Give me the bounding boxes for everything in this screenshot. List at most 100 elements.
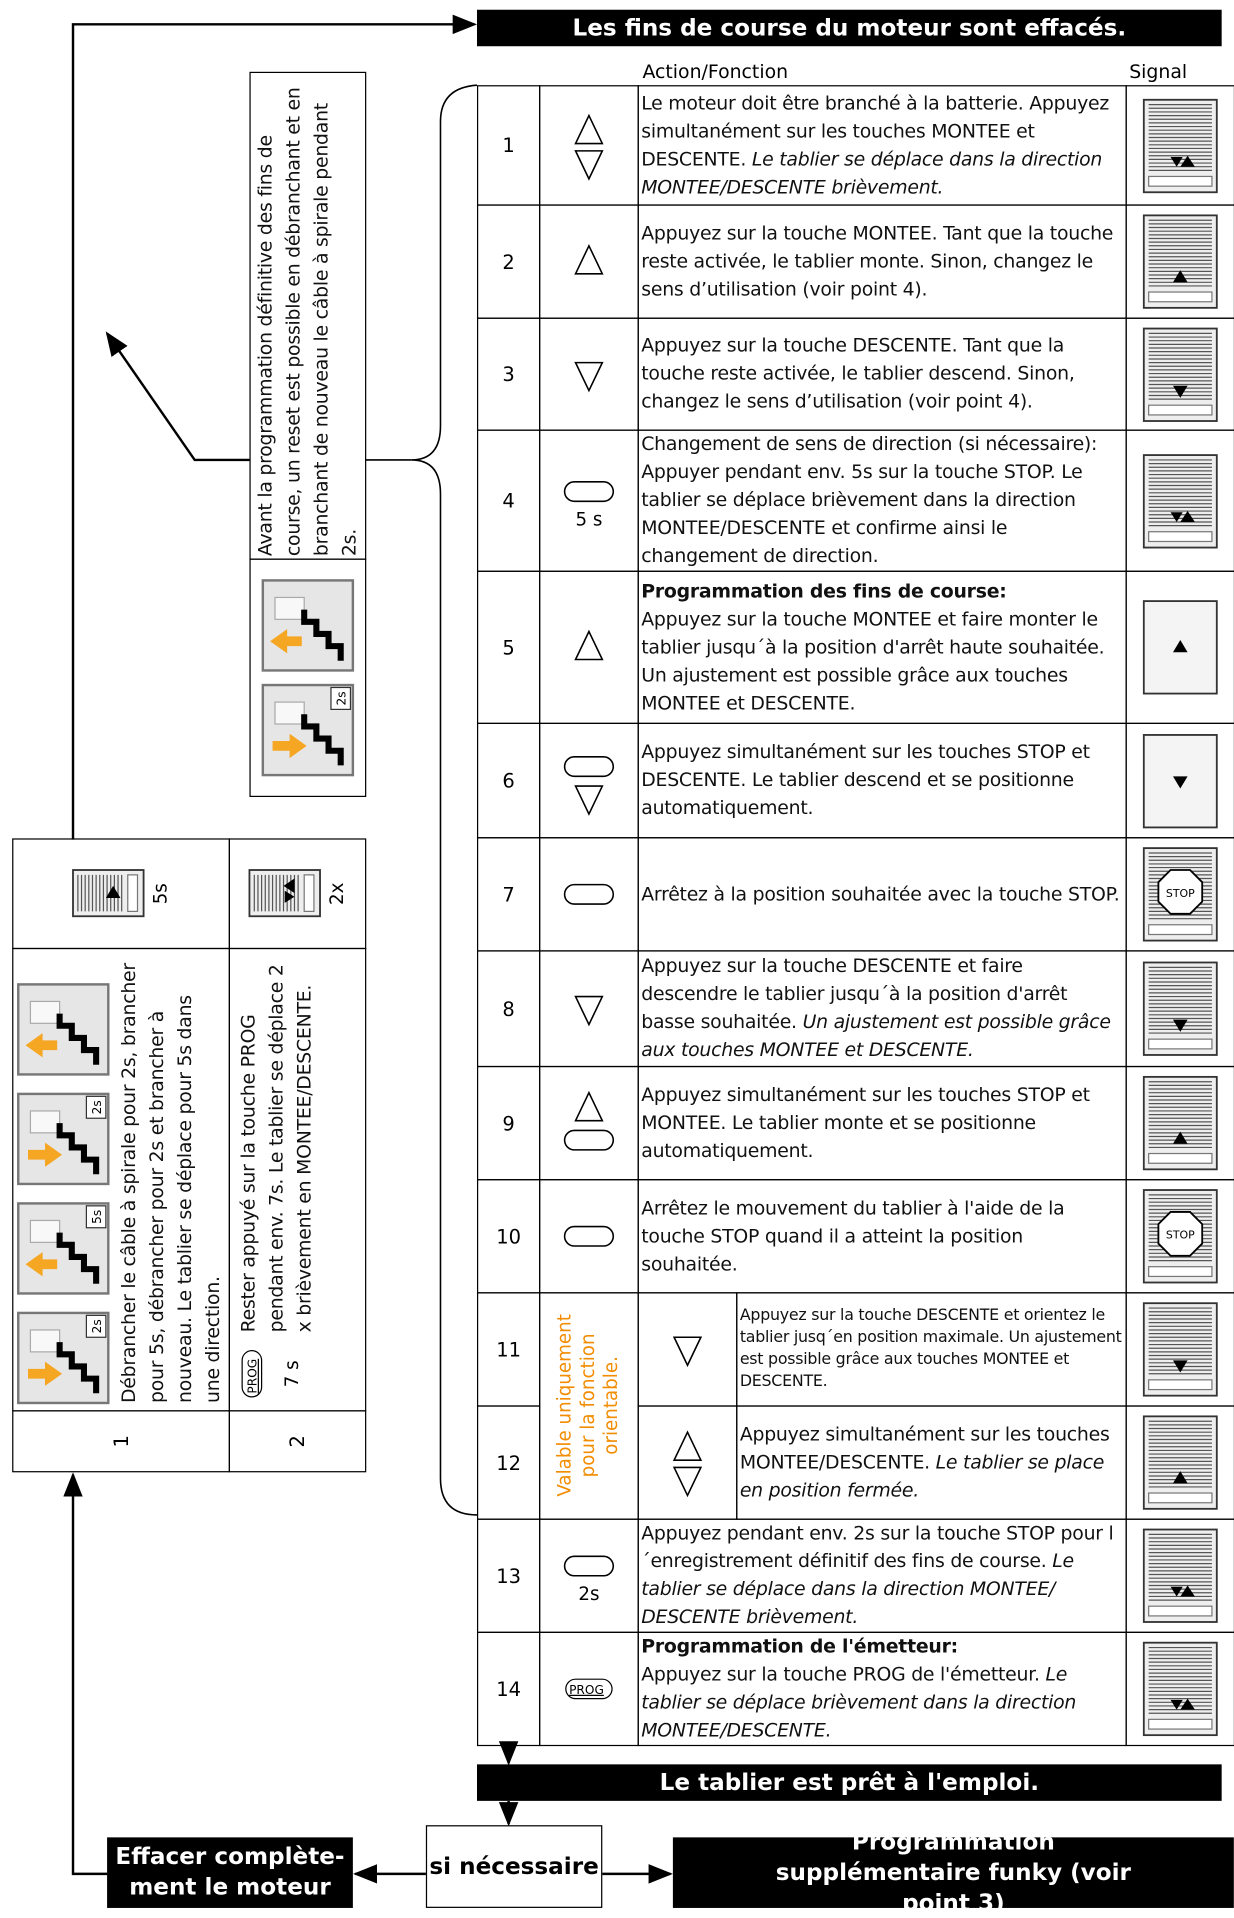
text-cell: 2s 5s 2s Débrancher le câble à spirale pour… [12,947,230,1412]
instruction-text: Appuyez sur la touche DESCENTE. Tant que… [641,332,1123,416]
shape [330,686,352,711]
stair-icon [17,983,110,1076]
signal-cell [1125,1405,1234,1520]
stop-label: STOP [1166,887,1195,900]
shape [1170,1699,1183,1710]
text: Changement de sens de direction (si néce… [641,433,1098,568]
row-number: 2 [228,1410,367,1473]
shape [1180,155,1195,167]
shape [1170,511,1183,522]
shape [29,1110,61,1134]
instruction-text: Appuyez simultanément sur les touches ST… [641,739,1123,823]
shape [1148,403,1213,415]
signal-icon: STOP [1142,1189,1218,1284]
key-icon [574,995,604,1027]
key-cell [539,1179,639,1294]
key-cell [539,85,639,206]
key-label: 5 s [575,509,602,530]
shape [85,1314,107,1338]
signal-cell [1125,85,1234,206]
signal-cell [1125,1292,1234,1407]
shape [274,596,305,620]
stair-icon: 5s [17,1202,110,1295]
signal-cell [1125,722,1234,839]
row-number: 1 [109,1435,133,1448]
signal-cell [1125,570,1234,724]
signal-icon: STOP [1142,847,1218,942]
stair-icon [261,579,355,672]
row-number: 13 [476,1518,541,1633]
key-icon [574,243,604,275]
shape [1148,924,1213,936]
title-bar: Les fins de course du moteur sont effacé… [476,9,1222,47]
shape [85,1205,107,1229]
row-number: 1 [476,85,541,206]
shape [1148,1152,1213,1164]
signal-icon [1142,453,1218,548]
text: Appuyez pendant env. 2s sur la touche ST… [641,1522,1114,1573]
row-number: 10 [476,1179,541,1294]
shape [27,1361,63,1386]
stair-label: 2s [90,1100,104,1114]
signal-icon [1142,600,1218,695]
stop-label: STOP [1166,1229,1195,1242]
text-cell: Programmation des fins de course: Appuyez… [637,570,1127,724]
signal-wrap: 5s [71,869,171,918]
text: Appuyez sur la touche DESCENTE et faire … [641,955,1068,1034]
row-number: 4 [502,489,515,513]
shape [563,755,615,777]
signal-cell [1125,1065,1234,1181]
shape [574,1090,604,1122]
row-number: 12 [496,1451,521,1475]
shape [63,1472,108,1876]
key-icon [672,1336,703,1368]
text: Appuyez simultanément sur les touches ST… [641,1083,1090,1162]
shape [29,1329,61,1353]
shape [1148,1718,1213,1730]
shape [574,149,604,181]
key-label: 2s [578,1584,599,1605]
key-icon [574,629,604,661]
shape [1148,530,1213,542]
row-number: 3 [476,317,541,431]
prog-key: PROG [569,1683,604,1697]
signal-icon [1142,1641,1218,1737]
text-cell: Appuyez sur la touche DESCENTE. Tant que… [637,317,1127,431]
instruction-text: Appuyez sur la touche DESCENTE et orient… [740,1306,1123,1394]
instruction-text: Programmation des fins de course: Appuyez… [641,577,1123,717]
if-needed-box: si nécessaire [425,1825,603,1908]
icon-row: 2s 5s 2s [13,949,113,1410]
key-icon [574,113,604,181]
shape [105,331,250,462]
shape [56,1123,100,1175]
signal-cell: STOP [1125,837,1234,952]
key-icon [563,883,615,905]
stair-icon: 2s [261,683,355,777]
signal-icon [1142,1415,1218,1510]
shape [672,1466,703,1498]
text-cell: Arrêtez à la position souhaitée avec la … [637,837,1127,952]
shape [282,879,294,894]
shape [574,995,604,1027]
shape [126,874,138,913]
shape [1172,1360,1188,1373]
note: Un ajustement est possible grâce aux tou… [641,1011,1111,1062]
instruction-text: Appuyez simultanément sur les touches MO… [740,1421,1123,1505]
row-number: 14 [476,1631,541,1747]
key-icon: PROG [565,1678,613,1700]
shape [1157,1211,1204,1257]
shape [574,629,604,661]
shape [71,14,477,840]
row-number: 10 [496,1224,521,1248]
row-number: 1 [12,1410,230,1473]
stair-icon: 2s [17,1311,110,1405]
text-cell: Appuyez pendant env. 2s sur la touche ST… [637,1518,1127,1633]
shape [1180,1698,1195,1710]
reset-step: 2s 5s 2s Débrancher le câble à spirale pour… [13,949,228,1410]
shape [25,1252,58,1277]
icon-row: 2s [260,578,355,778]
row-number: 3 [502,362,515,386]
shape [105,886,120,899]
signal-icon [1142,1528,1218,1623]
